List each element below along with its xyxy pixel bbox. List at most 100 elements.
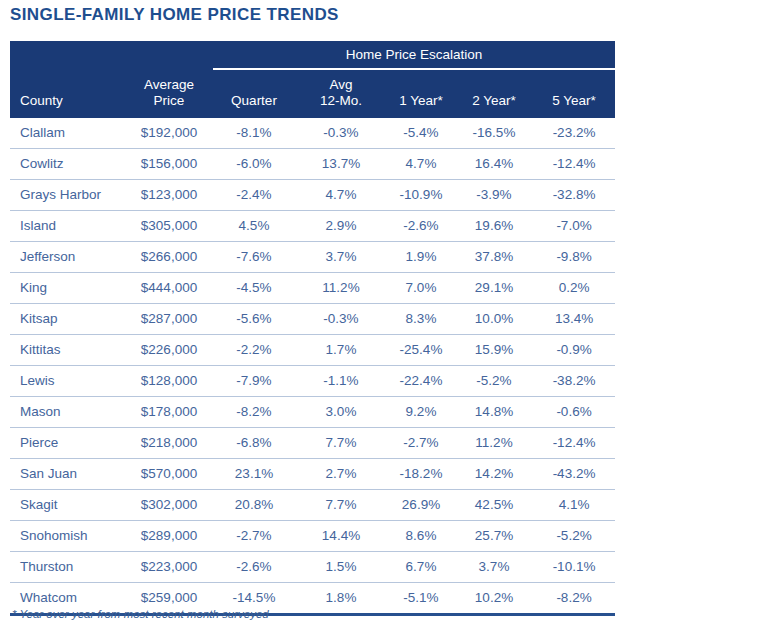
column-header-average-price: Average Price [125, 41, 213, 118]
year1-cell: -25.4% [387, 334, 455, 365]
quarter-cell: -8.1% [213, 118, 295, 149]
year5-cell: 0.2% [533, 272, 615, 303]
avg_12mo-cell: 2.9% [295, 210, 387, 241]
avg_price-cell: $192,000 [125, 118, 213, 149]
avg_12mo-cell: 3.0% [295, 396, 387, 427]
quarter-cell: -2.7% [213, 520, 295, 551]
table-row: Grays Harbor$123,000-2.4%4.7%-10.9%-3.9%… [10, 179, 615, 210]
county-cell: Jefferson [10, 241, 125, 272]
year1-cell: -2.7% [387, 427, 455, 458]
avg_price-cell: $226,000 [125, 334, 213, 365]
avg_price-cell: $305,000 [125, 210, 213, 241]
year2-cell: 3.7% [455, 551, 533, 582]
avg_price-cell: $218,000 [125, 427, 213, 458]
year1-cell: 7.0% [387, 272, 455, 303]
year2-cell: 29.1% [455, 272, 533, 303]
county-cell: Thurston [10, 551, 125, 582]
table-row: Snohomish$289,000-2.7%14.4%8.6%25.7%-5.2… [10, 520, 615, 551]
year1-cell: 8.3% [387, 303, 455, 334]
county-cell: Grays Harbor [10, 179, 125, 210]
table-row: Jefferson$266,000-7.6%3.7%1.9%37.8%-9.8% [10, 241, 615, 272]
quarter-cell: -7.6% [213, 241, 295, 272]
home-price-table: County Average Price Home Price Escalati… [10, 41, 615, 616]
avg_12mo-cell: 7.7% [295, 427, 387, 458]
county-cell: Kitsap [10, 303, 125, 334]
quarter-cell: 4.5% [213, 210, 295, 241]
year1-cell: 4.7% [387, 148, 455, 179]
avg_12mo-cell: 11.2% [295, 272, 387, 303]
county-cell: Island [10, 210, 125, 241]
quarter-cell: -2.4% [213, 179, 295, 210]
table-row: Lewis$128,000-7.9%-1.1%-22.4%-5.2%-38.2% [10, 365, 615, 396]
table-row: Mason$178,000-8.2%3.0%9.2%14.8%-0.6% [10, 396, 615, 427]
avg_12mo-cell: 2.7% [295, 458, 387, 489]
year2-cell: 11.2% [455, 427, 533, 458]
year2-cell: -5.2% [455, 365, 533, 396]
group-header-row: County Average Price Home Price Escalati… [10, 41, 615, 69]
year5-cell: -23.2% [533, 118, 615, 149]
avg_price-cell: $128,000 [125, 365, 213, 396]
table-row: King$444,000-4.5%11.2%7.0%29.1%0.2% [10, 272, 615, 303]
county-cell: Cowlitz [10, 148, 125, 179]
column-header-2-year: 2 Year* [455, 69, 533, 117]
group-header-home-price-escalation: Home Price Escalation [213, 41, 615, 69]
quarter-cell: -2.6% [213, 551, 295, 582]
year2-cell: 42.5% [455, 489, 533, 520]
year1-cell: 26.9% [387, 489, 455, 520]
year1-cell: 9.2% [387, 396, 455, 427]
quarter-cell: -4.5% [213, 272, 295, 303]
avg_12mo-cell: 3.7% [295, 241, 387, 272]
table-row: Pierce$218,000-6.8%7.7%-2.7%11.2%-12.4% [10, 427, 615, 458]
avg_12mo-cell: 1.7% [295, 334, 387, 365]
column-header-quarter: Quarter [213, 69, 295, 117]
table-header: County Average Price Home Price Escalati… [10, 41, 615, 118]
year5-cell: -7.0% [533, 210, 615, 241]
report-page: SINGLE-FAMILY HOME PRICE TRENDS County A… [0, 0, 760, 639]
table-row: Kittitas$226,000-2.2%1.7%-25.4%15.9%-0.9… [10, 334, 615, 365]
quarter-cell: -5.6% [213, 303, 295, 334]
year2-cell: 19.6% [455, 210, 533, 241]
avg_12mo-cell: -1.1% [295, 365, 387, 396]
table-row: Thurston$223,000-2.6%1.5%6.7%3.7%-10.1% [10, 551, 615, 582]
year1-cell: -10.9% [387, 179, 455, 210]
avg_price-cell: $570,000 [125, 458, 213, 489]
quarter-cell: 23.1% [213, 458, 295, 489]
county-cell: King [10, 272, 125, 303]
quarter-cell: -7.9% [213, 365, 295, 396]
avg_12mo-cell: -0.3% [295, 303, 387, 334]
county-cell: Lewis [10, 365, 125, 396]
county-cell: Snohomish [10, 520, 125, 551]
county-cell: Mason [10, 396, 125, 427]
year2-cell: 10.2% [455, 582, 533, 614]
column-header-county: County [10, 41, 125, 118]
page-title: SINGLE-FAMILY HOME PRICE TRENDS [10, 5, 339, 25]
county-cell: Pierce [10, 427, 125, 458]
year2-cell: 16.4% [455, 148, 533, 179]
year1-cell: 8.6% [387, 520, 455, 551]
avg_price-cell: $302,000 [125, 489, 213, 520]
year2-cell: -16.5% [455, 118, 533, 149]
year1-cell: -5.4% [387, 118, 455, 149]
avg_12mo-cell: 14.4% [295, 520, 387, 551]
year2-cell: 10.0% [455, 303, 533, 334]
year1-cell: -18.2% [387, 458, 455, 489]
year5-cell: -12.4% [533, 427, 615, 458]
table-row: Island$305,0004.5%2.9%-2.6%19.6%-7.0% [10, 210, 615, 241]
avg_price-cell: $178,000 [125, 396, 213, 427]
year2-cell: 15.9% [455, 334, 533, 365]
year1-cell: -2.6% [387, 210, 455, 241]
year1-cell: 6.7% [387, 551, 455, 582]
column-header-5-year: 5 Year* [533, 69, 615, 117]
year5-cell: -32.8% [533, 179, 615, 210]
year2-cell: 25.7% [455, 520, 533, 551]
avg_price-cell: $123,000 [125, 179, 213, 210]
table-row: Clallam$192,000-8.1%-0.3%-5.4%-16.5%-23.… [10, 118, 615, 149]
year5-cell: 13.4% [533, 303, 615, 334]
year5-cell: 4.1% [533, 489, 615, 520]
year5-cell: -43.2% [533, 458, 615, 489]
year5-cell: -8.2% [533, 582, 615, 614]
quarter-cell: -8.2% [213, 396, 295, 427]
year5-cell: -0.9% [533, 334, 615, 365]
quarter-cell: -6.0% [213, 148, 295, 179]
county-cell: Kittitas [10, 334, 125, 365]
